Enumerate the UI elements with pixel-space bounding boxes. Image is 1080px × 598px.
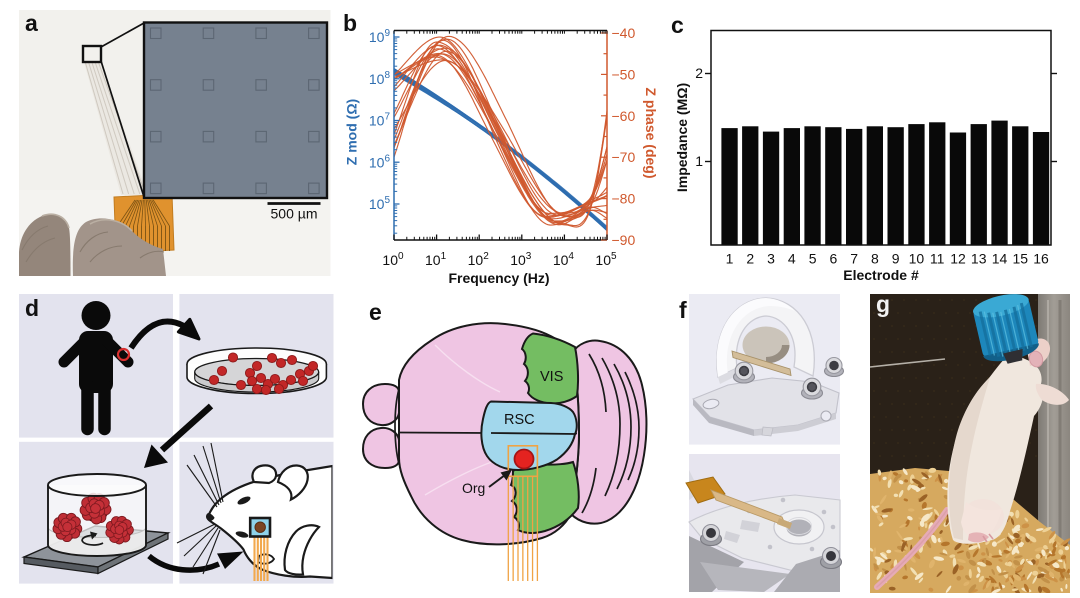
svg-text:4: 4 bbox=[788, 251, 796, 267]
svg-text:f: f bbox=[679, 297, 687, 323]
svg-text:16: 16 bbox=[1033, 251, 1049, 267]
svg-text:5: 5 bbox=[809, 251, 817, 267]
svg-text:1: 1 bbox=[695, 153, 703, 169]
svg-text:14: 14 bbox=[992, 251, 1008, 267]
svg-text:7: 7 bbox=[850, 251, 858, 267]
svg-text:Electrode #: Electrode # bbox=[843, 267, 919, 283]
svg-text:−80: −80 bbox=[612, 191, 636, 207]
svg-text:2: 2 bbox=[695, 65, 703, 81]
svg-text:Frequency (Hz): Frequency (Hz) bbox=[448, 270, 549, 286]
svg-text:−40: −40 bbox=[612, 25, 636, 41]
svg-text:−50: −50 bbox=[612, 66, 636, 82]
svg-text:g: g bbox=[876, 291, 890, 317]
svg-text:VIS: VIS bbox=[540, 369, 563, 385]
svg-text:−60: −60 bbox=[612, 108, 636, 124]
svg-text:2: 2 bbox=[746, 251, 754, 267]
svg-text:1: 1 bbox=[726, 251, 734, 267]
svg-text:Org: Org bbox=[462, 480, 485, 496]
svg-text:3: 3 bbox=[767, 251, 775, 267]
svg-text:15: 15 bbox=[1013, 251, 1029, 267]
svg-text:Z mod (Ω): Z mod (Ω) bbox=[344, 99, 360, 165]
svg-text:8: 8 bbox=[871, 251, 879, 267]
svg-text:c: c bbox=[671, 12, 684, 38]
svg-text:500 µm: 500 µm bbox=[271, 206, 318, 222]
svg-text:9: 9 bbox=[892, 251, 900, 267]
svg-text:Impedance (MΩ): Impedance (MΩ) bbox=[674, 83, 690, 192]
svg-text:−70: −70 bbox=[612, 149, 636, 165]
svg-text:13: 13 bbox=[971, 251, 987, 267]
svg-text:10: 10 bbox=[909, 251, 925, 267]
svg-text:b: b bbox=[343, 10, 357, 36]
svg-text:a: a bbox=[25, 10, 38, 36]
svg-text:−90: −90 bbox=[612, 232, 636, 248]
svg-text:11: 11 bbox=[930, 251, 945, 267]
svg-text:RSC: RSC bbox=[504, 412, 535, 428]
svg-text:Z phase (deg): Z phase (deg) bbox=[643, 87, 659, 178]
svg-text:e: e bbox=[369, 299, 382, 325]
svg-text:d: d bbox=[25, 295, 39, 321]
svg-text:6: 6 bbox=[830, 251, 838, 267]
svg-text:12: 12 bbox=[950, 251, 966, 267]
